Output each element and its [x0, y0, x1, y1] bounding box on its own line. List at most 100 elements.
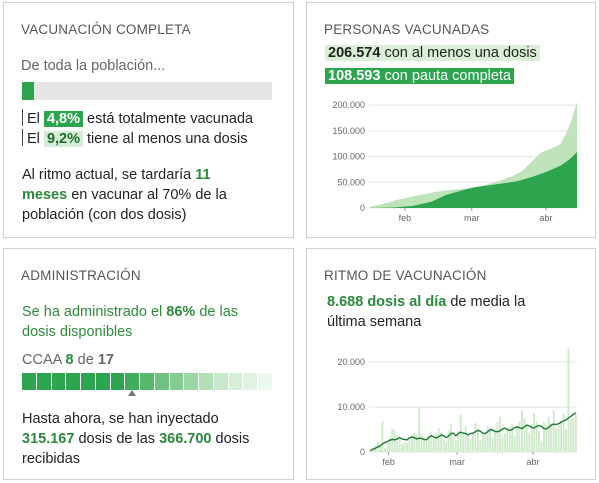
daily-bar [462, 434, 465, 452]
vaccination-pace-card: RITMO DE VACUNACIÓN 8.688 dosis al día d… [306, 248, 596, 480]
daily-bar [423, 438, 425, 452]
card-title: PERSONAS VACUNADAS [324, 22, 490, 37]
separator [22, 129, 23, 146]
daily-bar [572, 418, 575, 452]
administered-paragraph: Se ha administrado el 86% de las dosis d… [22, 302, 238, 342]
daily-bar [567, 348, 570, 452]
daily-bar [440, 433, 443, 452]
daily-bar [484, 433, 487, 452]
fully-vaccinated-line: El 4,8% está totalmente vacunada [22, 109, 253, 129]
ccaa-strip-cell [125, 373, 140, 390]
daily-bar [379, 444, 381, 452]
vaccination-progress-fill [22, 82, 34, 100]
daily-bar [425, 441, 428, 452]
daily-bar [513, 436, 516, 452]
ccaa-strip-cell [81, 373, 95, 390]
daily-bar [410, 434, 413, 452]
daily-bar [403, 442, 406, 452]
population-subtitle: De toda la población... [21, 58, 166, 74]
x-tick-label: mar [449, 457, 465, 467]
administered-pct: 86% [166, 304, 196, 320]
daily-bar [479, 440, 482, 452]
ccaa-total: 17 [97, 352, 114, 368]
ccaa-strip-cell [228, 373, 243, 390]
vaccination-complete-card: VACUNACIÓN COMPLETA De toda la población… [3, 2, 294, 238]
weekly-average-line [369, 412, 577, 452]
pace-unit: meses [22, 187, 68, 203]
daily-bar [523, 418, 526, 452]
text-pre: El [27, 131, 40, 147]
y-tick-label: 50.000 [337, 177, 365, 187]
doses-text: Hasta ahora, se han inyectado [22, 411, 219, 427]
daily-bar [437, 428, 440, 452]
daily-bar [503, 433, 506, 452]
daily-bar [464, 425, 467, 452]
daily-bar [476, 428, 479, 452]
ccaa-strip-cell [140, 373, 154, 390]
ccaa-strip-cell [199, 373, 213, 390]
full-summary: 108.593 con pauta completa [325, 66, 515, 86]
daily-bar [552, 410, 555, 452]
daily-bar [457, 431, 460, 452]
daily-bar [545, 425, 548, 452]
people-vaccinated-chart: 0 50.000 100.000 150.000 200.000 feb mar abr [332, 100, 577, 223]
daily-bar [496, 422, 499, 452]
administered-text: de las [199, 304, 239, 320]
text-post: está totalmente vacunada [87, 111, 254, 127]
administered-text: dosis disponibles [22, 324, 133, 340]
text-pre: El [27, 111, 40, 127]
doses-received: 366.700 [159, 431, 212, 447]
pace-text: Al ritmo actual, se tardaría [22, 167, 192, 183]
one-dose-line: El 9,2% tiene al menos una dosis [22, 129, 247, 149]
separator [22, 109, 23, 126]
ccaa-strip-cell [169, 373, 184, 390]
daily-bar [393, 430, 396, 452]
daily-bar [533, 413, 536, 452]
daily-bar [467, 435, 470, 452]
ccaa-label: CCAA [22, 352, 62, 368]
ccaa-strip-cell [66, 373, 81, 390]
daily-bar [383, 447, 386, 452]
daily-bar [415, 434, 418, 452]
ccaa-strip-cell [213, 373, 228, 390]
doses-text: recibidas [22, 451, 81, 467]
doses-text: dosis [215, 431, 250, 447]
daily-bar [543, 422, 545, 452]
full-value: 108.593 [328, 68, 381, 84]
full-vaccination-area [369, 152, 577, 208]
daily-bar [406, 443, 408, 452]
daily-bar [511, 424, 514, 452]
one-dose-value: 206.574 [328, 45, 381, 61]
daily-bar [450, 423, 452, 452]
daily-bar [398, 439, 401, 452]
fully-vaccinated-pct: 4,8% [43, 111, 83, 127]
daily-bar [386, 443, 389, 452]
y-tick-label: 150.000 [332, 126, 365, 136]
daily-bar [560, 420, 563, 452]
x-tick-label: abr [539, 213, 552, 223]
y-tick-label: 20.000 [337, 357, 365, 367]
people-vaccinated-card: PERSONAS VACUNADAS 206.574 con al menos … [306, 2, 596, 238]
x-tick-label: feb [399, 213, 412, 223]
daily-bar [430, 431, 433, 452]
daily-bar [413, 432, 416, 452]
daily-bar [528, 432, 531, 452]
daily-bar [562, 413, 565, 452]
x-tick-label: mar [464, 213, 480, 223]
daily-bar [525, 425, 528, 452]
y-tick-label: 200.000 [332, 100, 365, 110]
pace-text: en vacunar al 70% de la [71, 187, 227, 203]
card-title: ADMINISTRACIÓN [21, 268, 141, 283]
daily-bar [391, 428, 394, 452]
daily-bar [547, 416, 550, 452]
daily-bar [381, 421, 384, 452]
y-tick-label: 10.000 [337, 402, 365, 412]
one-dose-pct: 9,2% [43, 131, 83, 147]
ccaa-ranking-strip [22, 373, 273, 390]
daily-bar [535, 420, 538, 452]
ccaa-strip-cell [243, 373, 258, 390]
doses-text: dosis de las [78, 431, 156, 447]
y-tick-label: 0 [360, 447, 365, 457]
daily-bar [501, 436, 504, 452]
daily-bar [481, 434, 484, 452]
